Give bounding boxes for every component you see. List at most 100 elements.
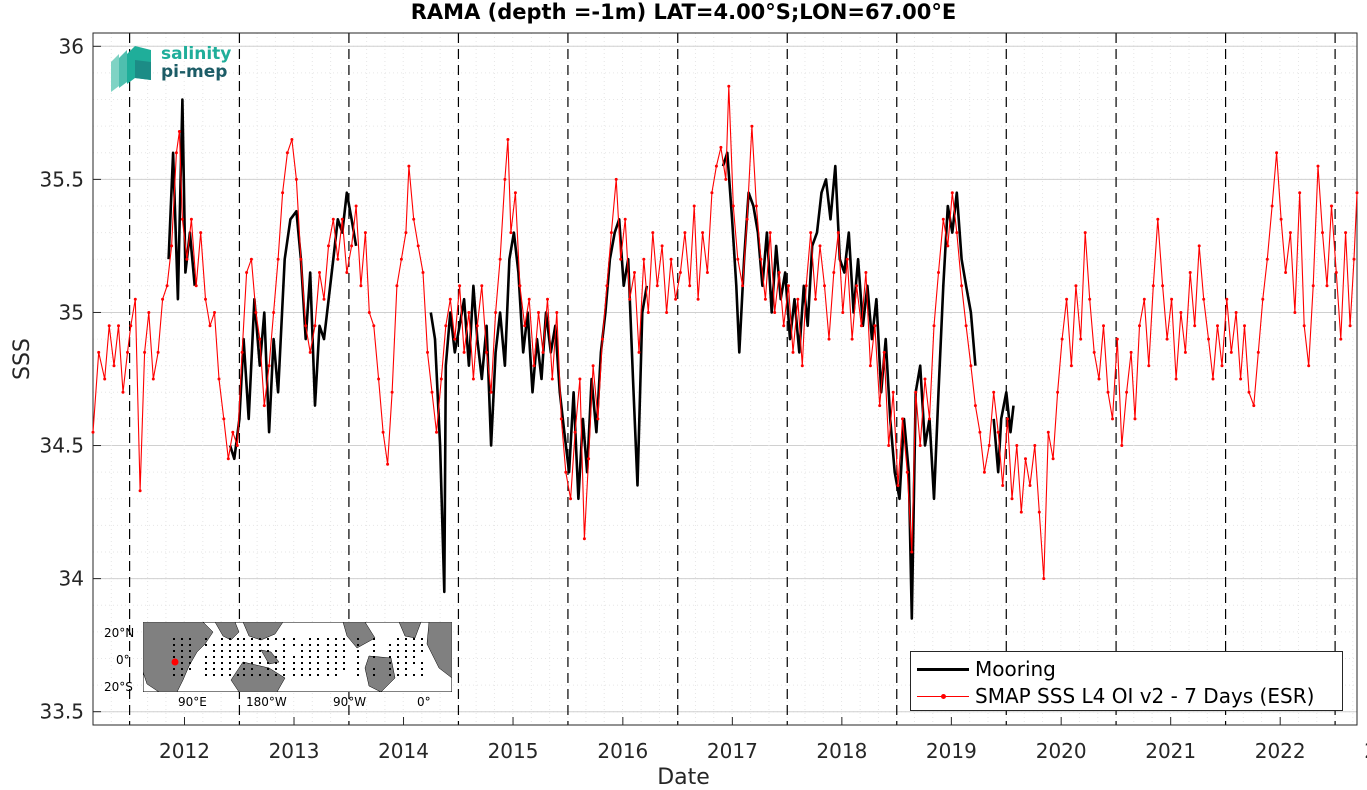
data-point — [523, 324, 527, 328]
data-point — [276, 257, 280, 261]
mooring-dot — [237, 650, 239, 652]
data-point — [1065, 297, 1069, 301]
inset-lat-20n: 20°N — [104, 626, 135, 640]
mooring-dot — [413, 650, 415, 652]
mooring-dot — [373, 638, 375, 640]
data-point — [121, 390, 125, 394]
data-point — [426, 350, 429, 354]
data-point — [1247, 390, 1251, 394]
x-axis-label: Date — [657, 765, 710, 790]
data-point — [1202, 297, 1206, 301]
data-point — [633, 271, 636, 274]
mooring-dot — [421, 650, 423, 652]
data-point — [336, 257, 340, 261]
data-point — [1151, 284, 1155, 288]
mooring-dot — [283, 662, 285, 664]
mooring-dot — [173, 668, 175, 670]
data-point — [165, 284, 169, 288]
data-point — [345, 271, 349, 274]
data-point — [318, 271, 321, 274]
mooring-dot — [335, 644, 337, 646]
data-point — [741, 284, 745, 288]
data-point — [1083, 231, 1087, 235]
mooring-dot — [397, 638, 399, 640]
data-point — [258, 337, 262, 341]
data-point — [809, 231, 813, 235]
mooring-dot — [327, 668, 329, 670]
data-point — [235, 444, 239, 447]
mooring-dot — [173, 644, 175, 646]
data-point — [262, 404, 266, 408]
data-point — [112, 364, 116, 368]
data-point — [249, 257, 253, 261]
data-point — [901, 417, 904, 421]
data-point — [1334, 271, 1338, 274]
data-point — [1060, 337, 1064, 341]
data-point — [1088, 297, 1092, 301]
mooring-dot — [335, 662, 337, 664]
data-point — [412, 217, 416, 221]
data-point — [133, 297, 137, 301]
mooring-dot — [267, 674, 269, 676]
data-point — [773, 311, 777, 314]
inset-lat-20s: 20°S — [104, 680, 133, 694]
data-point — [564, 470, 568, 474]
series-line-segment — [228, 191, 358, 461]
data-point — [550, 377, 554, 381]
mooring-dot — [309, 674, 311, 676]
mooring-dot — [229, 662, 231, 664]
data-point — [1256, 350, 1260, 354]
mooring-dot — [327, 650, 329, 652]
data-point — [1239, 377, 1243, 381]
mooring-dot — [357, 644, 359, 646]
legend-entry-smap: SMAP SSS L4 OI v2 - 7 Days (ESR) — [917, 683, 1314, 709]
y-axis: 33.5 34 34.5 35 35.5 36 — [39, 34, 101, 724]
data-point — [1183, 350, 1187, 354]
mooring-dot — [267, 668, 269, 670]
data-point — [651, 231, 655, 235]
mooring-dot — [309, 650, 311, 652]
data-point — [674, 297, 678, 301]
data-point — [254, 311, 258, 314]
data-point — [240, 350, 244, 354]
data-point — [494, 311, 498, 314]
data-point — [1125, 390, 1129, 394]
data-point — [750, 124, 754, 128]
mooring-dot — [243, 656, 245, 658]
data-point — [1106, 390, 1110, 394]
data-point — [1179, 311, 1183, 314]
data-point — [467, 311, 471, 314]
mooring-dot — [237, 656, 239, 658]
series-line-segment — [429, 218, 649, 594]
mooring-dot — [283, 638, 285, 640]
data-point — [559, 417, 563, 421]
data-point — [395, 284, 399, 288]
data-point — [950, 191, 954, 195]
data-point — [731, 204, 735, 208]
data-point — [754, 204, 758, 208]
x-axis: 2012 2013 2014 2015 2016 2017 2018 2019 2020 2021… — [159, 717, 1367, 763]
logo-icon — [111, 46, 151, 92]
x-tick-label-2014: 2014 — [378, 739, 429, 763]
data-point — [208, 324, 212, 328]
x-tick-label-2019: 2019 — [926, 739, 977, 763]
data-point — [646, 311, 650, 314]
mooring-dot — [243, 644, 245, 646]
mooring-dot — [397, 656, 399, 658]
mooring-dot — [221, 668, 223, 670]
data-point — [587, 457, 591, 461]
data-point — [1111, 417, 1114, 421]
data-point — [213, 311, 216, 314]
data-point — [1133, 417, 1137, 421]
mooring-dot — [237, 644, 239, 646]
data-point — [1161, 284, 1165, 288]
data-point — [294, 177, 298, 181]
mooring-dot — [205, 638, 207, 640]
inset-lon-90e: 90°E — [178, 695, 207, 709]
data-point — [281, 191, 285, 195]
mooring-dot — [267, 638, 269, 640]
data-point — [796, 297, 800, 301]
data-point — [859, 324, 863, 328]
data-point — [189, 217, 193, 221]
data-point — [231, 430, 235, 434]
